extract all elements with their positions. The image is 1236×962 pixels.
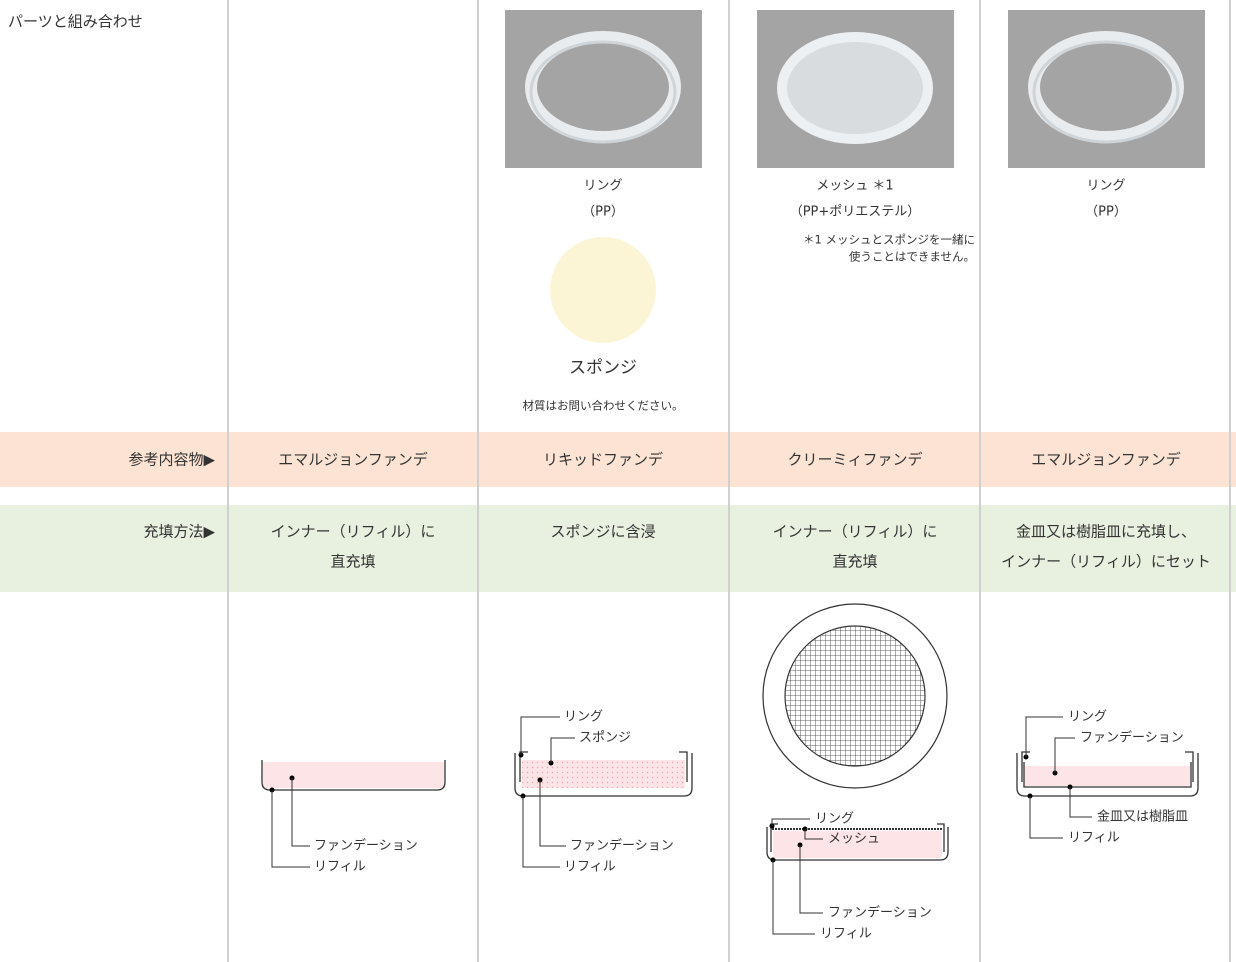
diagram	[762, 603, 949, 935]
diagram	[261, 760, 446, 868]
diagram-label: 金皿又は樹脂皿	[1097, 809, 1188, 825]
filling-cell: 直充填	[832, 553, 877, 571]
part-note: 材質はお問い合わせください。	[523, 399, 684, 413]
diagram	[1016, 716, 1199, 839]
row-label: 参考内容物▶	[128, 451, 215, 469]
diagram-label: ファンデーション	[828, 905, 932, 921]
diagram-label: メッシュ	[828, 832, 880, 847]
contents-cell: リキッドファンデ	[543, 451, 663, 469]
diagram-label: リフィル	[314, 860, 366, 875]
diagram-label: リング	[564, 710, 603, 725]
diagram-label: リフィル	[1068, 831, 1120, 846]
contents-cell: エマルジョンファンデ	[278, 451, 428, 469]
filling-cell: インナー（リフィル）に	[773, 523, 938, 541]
part-name: リング	[1086, 179, 1125, 194]
photo-ring	[505, 10, 702, 168]
photo-sponge	[550, 237, 656, 343]
contents-cell: エマルジョンファンデ	[1031, 451, 1181, 469]
diagram	[514, 716, 693, 868]
diagram-label: リフィル	[820, 927, 872, 942]
part-name: スポンジ	[569, 358, 637, 378]
diagram-label: ファンデーション	[1080, 730, 1184, 746]
filling-cell: インナー（リフィル）にセット	[1001, 553, 1211, 571]
row-label: 充填方法▶	[143, 523, 215, 541]
filling-cell: 直充填	[330, 553, 375, 571]
diagram-label: リフィル	[564, 860, 616, 875]
photo-mesh	[757, 10, 954, 168]
diagram-label: スポンジ	[579, 731, 631, 746]
photo-ring	[1008, 10, 1205, 168]
diagram-label: リング	[1068, 710, 1107, 725]
diagram-label: リング	[815, 812, 854, 827]
part-material: （PP+ポリエステル）	[790, 205, 921, 220]
part-material: （PP）	[1085, 205, 1127, 220]
contents-cell: クリーミィファンデ	[787, 451, 922, 469]
part-material: （PP）	[582, 205, 624, 220]
part-name: メッシュ ＊1	[816, 179, 893, 194]
filling-band	[0, 505, 1236, 592]
part-name: リング	[583, 179, 622, 194]
diagram-label: ファンデーション	[314, 838, 418, 854]
diagram-label: ファンデーション	[570, 838, 674, 854]
filling-cell: インナー（リフィル）に	[271, 523, 436, 541]
column-lines	[227, 0, 1231, 962]
contents-band	[0, 432, 1236, 487]
filling-cell: 金皿又は樹脂皿に充填し、	[1016, 523, 1196, 541]
part-note: 使うことはできません。	[849, 250, 975, 264]
filling-cell: スポンジに含浸	[550, 523, 655, 541]
part-note: ＊1 メッシュとスポンジを一緒に	[803, 233, 975, 247]
row-label: パーツと組み合わせ	[8, 13, 143, 31]
